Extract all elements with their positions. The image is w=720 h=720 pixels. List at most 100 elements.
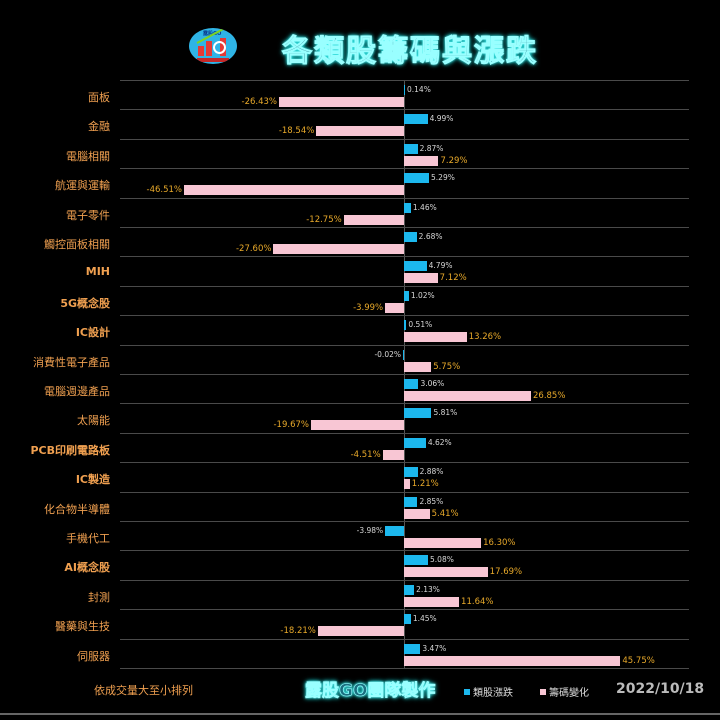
sort-note: 依成交量大至小排列 bbox=[94, 684, 193, 697]
chart-row: 觸控面板相關 2.68% -27.60% bbox=[0, 228, 720, 257]
chip-change-value: 45.75% bbox=[622, 655, 655, 666]
chip-change-bar bbox=[404, 567, 488, 578]
chip-change-bar bbox=[404, 479, 410, 490]
chip-change-bar bbox=[404, 332, 467, 343]
chart-row: 伺服器 3.47% 45.75% bbox=[0, 640, 720, 669]
chip-change-value: -46.51% bbox=[146, 185, 183, 196]
chip-change-bar bbox=[273, 244, 404, 254]
chart-row: 消費性電子產品 -0.02% 5.75% bbox=[0, 346, 720, 375]
sector-change-value: 3.06% bbox=[420, 379, 445, 388]
chip-change-value: -26.43% bbox=[241, 97, 277, 107]
chip-change-value: -12.75% bbox=[306, 214, 342, 225]
sector-change-value: 1.02% bbox=[410, 290, 435, 300]
header: 露股GO 各類股籌碼與漲跌 bbox=[0, 22, 720, 72]
gridline bbox=[120, 285, 689, 287]
chip-change-value: 5.41% bbox=[431, 508, 459, 519]
sector-change-bar bbox=[404, 320, 407, 331]
chip-change-value: -27.60% bbox=[235, 244, 272, 254]
sector-change-bar bbox=[404, 408, 432, 419]
chip-change-value: -3.99% bbox=[353, 302, 384, 313]
chip-change-value: 16.30% bbox=[483, 538, 516, 548]
sector-change-value: 2.87% bbox=[419, 143, 444, 153]
sector-change-bar bbox=[403, 349, 404, 360]
gridline bbox=[120, 227, 689, 228]
category-label: 封測 bbox=[88, 590, 110, 604]
legend-item-blue: 類股漲跌 bbox=[464, 684, 513, 699]
sector-change-value: -0.02% bbox=[374, 349, 401, 359]
gridline bbox=[120, 80, 689, 81]
gridline bbox=[120, 550, 689, 552]
gridline bbox=[120, 521, 689, 522]
chip-change-value: -18.54% bbox=[278, 126, 315, 137]
chart-row: 電腦相關 2.87% 7.29% bbox=[0, 140, 720, 169]
chart-row: 5G概念股 1.02% -3.99% bbox=[0, 287, 720, 316]
chip-change-value: 13.26% bbox=[468, 332, 502, 343]
chart-row: 醫藥與生技 1.45% -18.21% bbox=[0, 610, 720, 639]
chip-change-value: 1.21% bbox=[411, 479, 439, 490]
category-label: 5G概念股 bbox=[60, 296, 110, 310]
sector-change-value: 1.46% bbox=[412, 202, 437, 212]
gridline bbox=[120, 668, 689, 669]
chart-row: 航運與運輸 5.29% -46.51% bbox=[0, 169, 720, 198]
sector-change-value: 3.47% bbox=[422, 643, 447, 653]
chip-change-value: 26.85% bbox=[533, 391, 566, 401]
legend-label: 籌碼變化 bbox=[549, 688, 589, 699]
legend-swatch-pink bbox=[540, 688, 546, 695]
sector-change-value: 0.51% bbox=[408, 320, 433, 330]
gridline bbox=[120, 374, 689, 375]
category-label: 航運與運輸 bbox=[55, 179, 110, 193]
gridline bbox=[120, 462, 689, 464]
chip-change-value: -4.51% bbox=[350, 449, 381, 460]
chart-row: AI概念股 5.08% 17.69% bbox=[0, 551, 720, 580]
gridline bbox=[120, 315, 689, 317]
chip-change-bar bbox=[404, 273, 438, 284]
chip-change-bar bbox=[404, 596, 460, 607]
bottom-divider bbox=[0, 713, 720, 715]
chart-row: IC製造 2.88% 1.21% bbox=[0, 463, 720, 492]
chart-row: 電腦週邊產品 3.06% 26.85% bbox=[0, 375, 720, 404]
category-label: 觸控面板相關 bbox=[44, 238, 110, 251]
chip-change-value: 7.29% bbox=[440, 155, 468, 166]
sector-change-bar bbox=[404, 232, 417, 242]
sector-change-value: 2.85% bbox=[419, 496, 444, 506]
sector-change-bar bbox=[404, 379, 419, 389]
gridline bbox=[120, 168, 689, 170]
sector-change-bar bbox=[404, 437, 426, 448]
gridline bbox=[120, 197, 689, 199]
chart-row: 封測 2.13% 11.64% bbox=[0, 581, 720, 610]
sector-change-bar bbox=[404, 614, 411, 625]
category-label: MIH bbox=[85, 265, 110, 279]
sector-change-bar bbox=[404, 261, 427, 272]
sector-change-value: 5.29% bbox=[431, 173, 455, 183]
legend-item-pink: 籌碼變化 bbox=[540, 684, 589, 699]
chip-change-bar bbox=[382, 449, 404, 460]
gridline bbox=[120, 344, 689, 346]
gridline bbox=[120, 403, 689, 405]
sector-change-bar bbox=[404, 643, 421, 654]
category-label: 醫藥與生技 bbox=[55, 620, 110, 634]
gridline bbox=[120, 138, 689, 140]
chart-title: 各類股籌碼與漲跌 bbox=[282, 34, 538, 70]
chart-row: IC設計 0.51% 13.26% bbox=[0, 316, 720, 345]
category-label: PCB印刷電路板 bbox=[30, 443, 110, 457]
chip-change-value: 7.12% bbox=[439, 273, 467, 284]
bar-chart: 面板 0.14% -26.43% 金融 4.99% -18.54% 電腦相關 2.87% 7.2… bbox=[0, 80, 720, 670]
chip-change-bar bbox=[404, 361, 432, 372]
sector-change-value: 5.08% bbox=[430, 555, 454, 565]
chip-change-bar bbox=[316, 126, 404, 137]
sector-change-value: 5.81% bbox=[433, 408, 458, 418]
magnifier-icon bbox=[213, 41, 226, 54]
chip-change-bar bbox=[184, 185, 404, 196]
category-label: IC製造 bbox=[75, 473, 110, 487]
chip-change-value: -19.67% bbox=[273, 420, 309, 431]
sector-change-bar bbox=[404, 85, 405, 95]
category-label: 金融 bbox=[88, 120, 110, 134]
sector-change-bar bbox=[404, 290, 409, 301]
chart-row: PCB印刷電路板 4.62% -4.51% bbox=[0, 434, 720, 463]
chip-change-value: 17.69% bbox=[489, 567, 523, 578]
chip-change-bar bbox=[404, 155, 439, 166]
sector-change-bar bbox=[404, 584, 415, 595]
sector-change-value: 4.99% bbox=[429, 114, 454, 124]
chart-row: 面板 0.14% -26.43% bbox=[0, 81, 720, 110]
credit-text: 露股GO團隊製作 bbox=[305, 681, 436, 702]
